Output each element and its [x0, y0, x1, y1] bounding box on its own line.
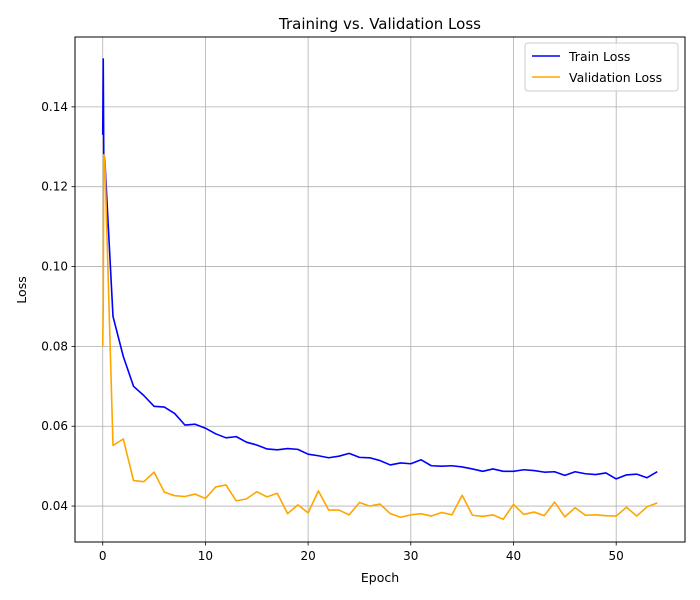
- grid: [75, 37, 685, 542]
- axis-ticks: 0 10 20 30 40 50 0.04 0.06 0.08 0.10 0.12 0.14: [41, 100, 624, 563]
- legend: Train Loss Validation Loss: [524, 42, 679, 92]
- series-line-train-loss: [101, 58, 658, 480]
- y-tick-label: 0.08: [41, 339, 68, 353]
- x-tick-label: 10: [198, 549, 213, 563]
- legend-label-validation-loss: Validation Loss: [569, 70, 662, 85]
- plot-frame: [74, 36, 686, 543]
- x-tick-label: 20: [300, 549, 315, 563]
- x-tick-label: 50: [609, 549, 624, 563]
- legend-label-train-loss: Train Loss: [568, 49, 630, 64]
- y-axis-title: Loss: [14, 276, 29, 303]
- chart-title: Training vs. Validation Loss: [278, 15, 481, 33]
- series-lines: [101, 58, 658, 521]
- legend-box: [524, 42, 679, 92]
- x-tick-label: 40: [506, 549, 521, 563]
- series-line-validation-loss: [101, 153, 658, 521]
- x-tick-label: 0: [99, 549, 107, 563]
- y-tick-label: 0.14: [41, 100, 68, 114]
- y-tick-label: 0.10: [41, 260, 68, 274]
- y-tick-label: 0.12: [41, 180, 68, 194]
- x-tick-label: 30: [403, 549, 418, 563]
- x-axis-title: Epoch: [361, 570, 399, 585]
- y-tick-label: 0.06: [41, 419, 68, 433]
- y-tick-label: 0.04: [41, 499, 68, 513]
